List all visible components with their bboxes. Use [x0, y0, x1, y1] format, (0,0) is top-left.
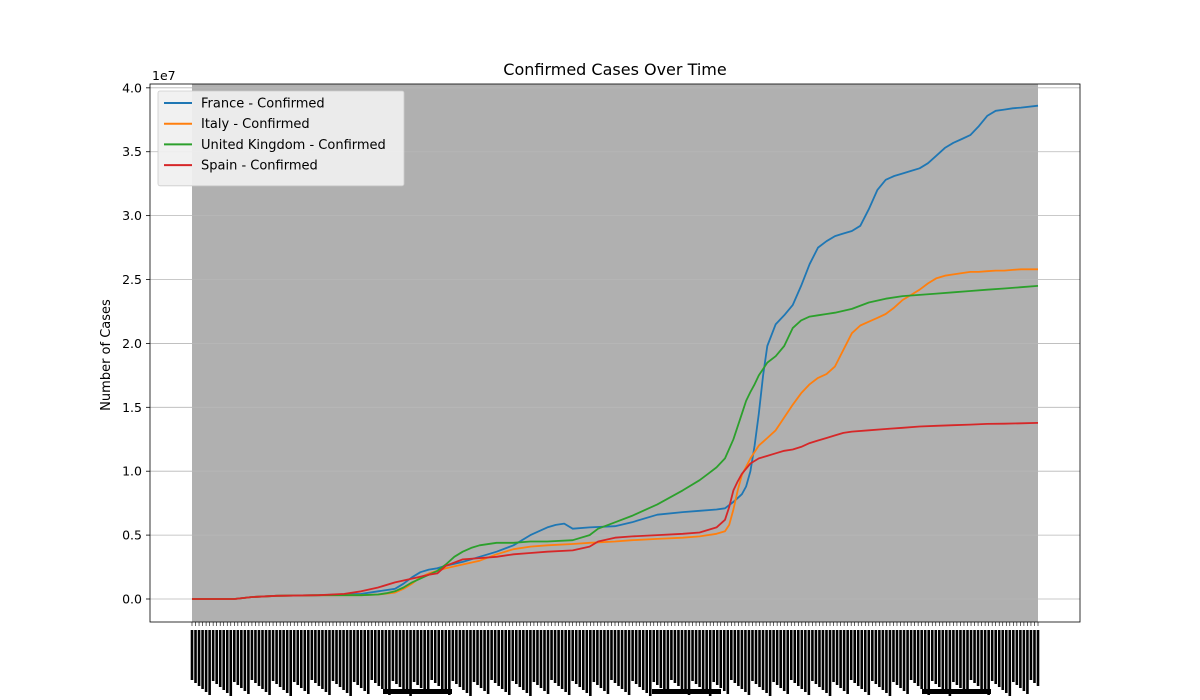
y-tick-label: 0.5: [122, 528, 142, 543]
y-tick-label: 4.0: [122, 80, 142, 95]
y-tick-label: 3.5: [122, 144, 142, 159]
y-tick-label: 3.0: [122, 208, 142, 223]
legend-label: Spain - Confirmed: [201, 159, 318, 174]
legend: France - Confirmed Italy - Confirmed Unite…: [157, 90, 405, 187]
chart-title: Confirmed Cases Over Time: [503, 60, 726, 79]
y-multiplier-label: 1e7: [152, 68, 176, 83]
y-tick-label: 2.0: [122, 336, 142, 351]
series-line: [192, 422, 1039, 600]
legend-label: France - Confirmed: [201, 97, 325, 112]
series-lines: [192, 104, 1039, 600]
series-line: [192, 104, 1039, 600]
series-line: [192, 268, 1038, 600]
x-tick-label-mark: [922, 689, 991, 694]
y-tick-label: 0.0: [122, 591, 142, 606]
x-tick-label-mark: [383, 689, 452, 694]
y-ticks: 0.0 0.5 1.0 1.5 2.0 2.5 3.0 3.5 4.0: [122, 80, 150, 606]
y-axis-label: Number of Cases: [99, 299, 114, 411]
legend-box: [157, 90, 405, 187]
x-tick-label-mark: [652, 689, 721, 694]
y-tick-label: 1.0: [122, 464, 142, 479]
legend-label: Italy - Confirmed: [201, 117, 310, 132]
y-tick-label: 1.5: [122, 400, 142, 415]
x-ticks: [190, 622, 1040, 696]
y-tick-label: 2.5: [122, 272, 142, 287]
series-line: [192, 285, 1039, 600]
legend-label: United Kingdom - Confirmed: [201, 138, 386, 153]
